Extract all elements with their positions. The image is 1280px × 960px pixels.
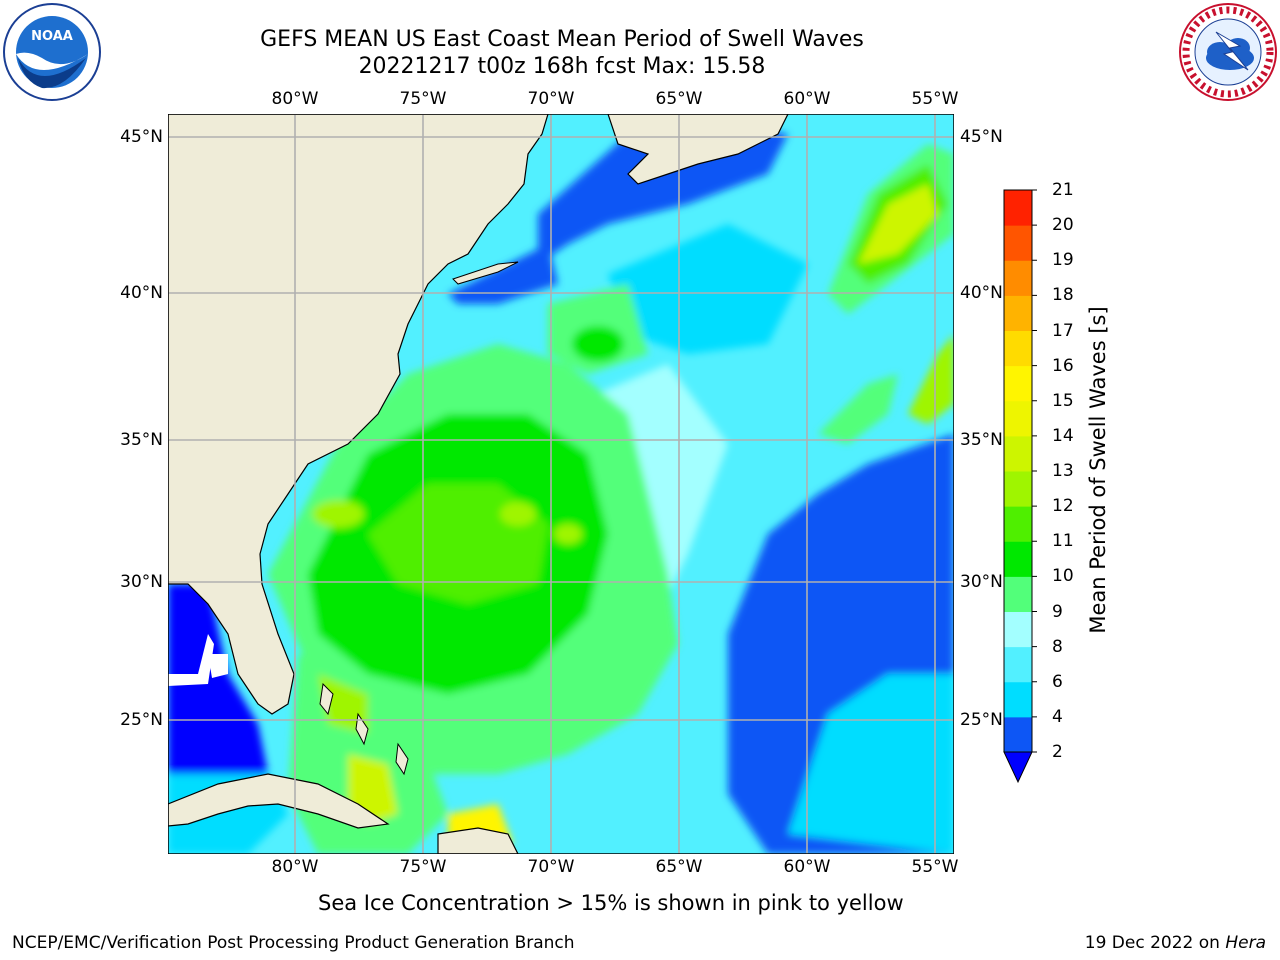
swell-contours [168,124,954,854]
colorbar-tick-label: 17 [1052,320,1074,341]
colorbar-bin [1004,190,1032,226]
colorbar-tick-label: 12 [1052,496,1074,517]
lat-label-left: 45°N [120,127,163,147]
footer-credit: NCEP/EMC/Verification Post Processing Pr… [12,933,575,953]
colorbar-bin [1004,365,1032,402]
lon-label-bottom: 65°W [655,857,703,877]
lon-label-bottom: 80°W [271,857,319,877]
colorbar-tick-label: 2 [1052,742,1063,762]
colorbar [1003,189,1037,784]
colorbar-bin [1004,681,1032,718]
colorbar-tick-label: 19 [1052,250,1074,271]
colorbar-bin [1004,506,1032,542]
colorbar-bin [1004,646,1032,683]
lon-label-top: 65°W [655,89,703,109]
lon-label-top: 70°W [527,89,575,109]
colorbar-tick-label: 8 [1052,636,1063,657]
noaa-logo: NOAA [3,3,101,101]
lat-label-right: 35°N [960,430,1003,450]
lon-label-bottom: 55°W [911,857,959,877]
colorbar-under-triangle [1003,751,1033,784]
colorbar-title: Mean Period of Swell Waves [s] [1086,306,1110,634]
colorbar-bin [1004,471,1032,507]
footer-date-text: 19 Dec 2022 on [1084,933,1226,953]
graticule [168,114,954,854]
colorbar-tick-label: 6 [1052,671,1063,692]
land-maritimes [607,114,789,185]
colorbar-tick-label: 11 [1052,531,1074,552]
colorbar-bin [1004,611,1032,648]
colorbar-tick-label: 18 [1052,285,1074,306]
footer-host: Hera [1225,933,1266,953]
colorbar-bin [1004,400,1032,437]
colorbar-tick-label: 16 [1052,355,1074,376]
colorbar-bin [1004,435,1032,472]
colorbar-bin [1004,541,1032,577]
lat-label-right: 45°N [960,127,1003,147]
colorbar-tick-label: 4 [1052,706,1063,727]
colorbar-bin [1004,225,1032,261]
land-hispaniola [437,827,519,854]
lat-label-left: 25°N [120,710,163,730]
colorbar-tick-label: 15 [1052,390,1074,411]
lon-label-bottom: 60°W [783,857,831,877]
lat-label-right: 40°N [960,283,1003,303]
lon-label-bottom: 70°W [527,857,575,877]
colorbar-tick-label: 14 [1052,425,1074,446]
lon-label-top: 75°W [399,89,447,109]
colorbar-tick-label: 20 [1052,215,1074,236]
nws-logo [1179,3,1277,101]
land-us-east-coast [168,114,549,715]
lat-label-left: 35°N [120,430,163,450]
footer-date: 19 Dec 2022 on Hera [1085,933,1266,953]
colorbar-tick-label: 21 [1052,180,1074,200]
colorbar-tick-label: 9 [1052,601,1063,622]
colorbar-bin [1004,716,1032,753]
colorbar-bin [1004,330,1032,367]
noaa-logo-text: NOAA [31,29,73,44]
lon-label-top: 60°W [783,89,831,109]
lat-label-left: 30°N [120,572,163,592]
sea-ice-footnote: Sea Ice Concentration > 15% is shown in … [318,891,904,915]
colorbar-bin [1004,260,1032,296]
colorbar-bin [1004,576,1032,612]
colorbar-bin [1004,295,1032,331]
swell-period-map [168,114,954,854]
lat-label-left: 40°N [120,283,163,303]
map-subtitle: 20221217 t00z 168h fcst Max: 15.58 [358,54,766,79]
colorbar-tick-label: 13 [1052,461,1074,481]
lat-label-right: 30°N [960,572,1003,592]
land-cuba [168,773,390,829]
colorbar-tick-label: 10 [1052,566,1074,587]
lon-label-bottom: 75°W [399,857,447,877]
map-title: GEFS MEAN US East Coast Mean Period of S… [260,27,864,52]
lon-label-top: 55°W [911,89,959,109]
lat-label-right: 25°N [960,710,1003,730]
lon-label-top: 80°W [271,89,319,109]
